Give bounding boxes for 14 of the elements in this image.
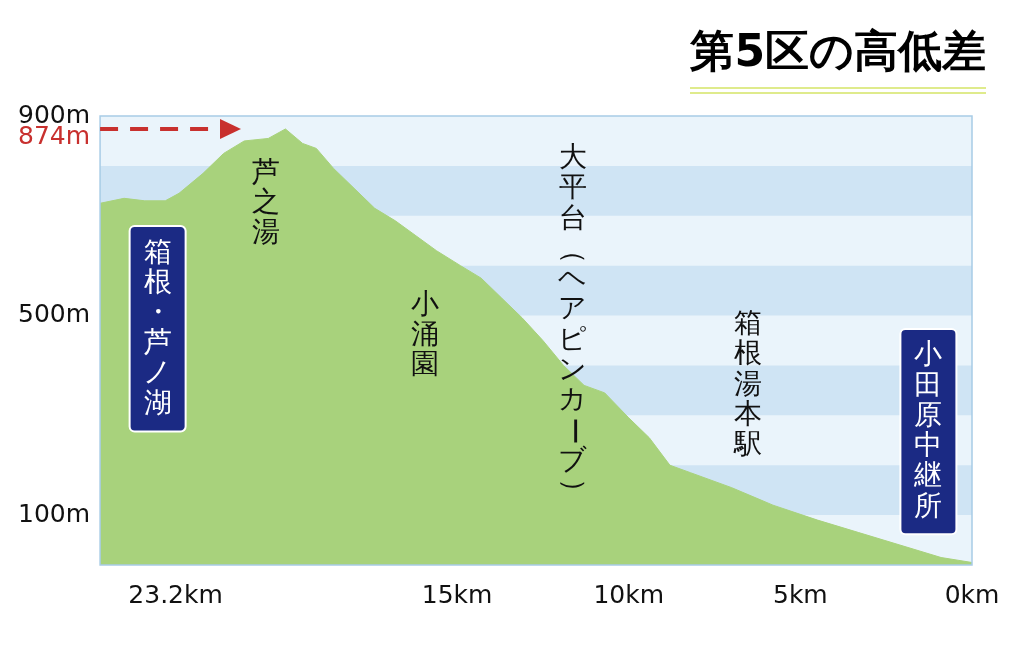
annotation: 箱根・芦ノ湖 <box>143 234 173 419</box>
annotation: 箱根湯本駅 <box>732 306 762 461</box>
x-tick-label: 23.2km <box>128 579 223 609</box>
x-tick-label: 5km <box>772 579 828 609</box>
annotation: 芦之湯 <box>251 154 280 249</box>
x-tick-label: 15km <box>421 579 493 609</box>
x-tick-label: 10km <box>593 579 665 609</box>
annotation: 小田原中継所 <box>913 337 943 522</box>
y-tick-label: 500m <box>17 299 91 329</box>
y-tick-label: 100m <box>17 498 91 528</box>
annotation: 小涌園 <box>411 286 440 381</box>
text: 大平台（ヘアピンカーブ） <box>558 140 592 506</box>
x-tick-label: 0km <box>944 579 1000 609</box>
chart-title: 第5区の高低差 <box>690 22 986 94</box>
